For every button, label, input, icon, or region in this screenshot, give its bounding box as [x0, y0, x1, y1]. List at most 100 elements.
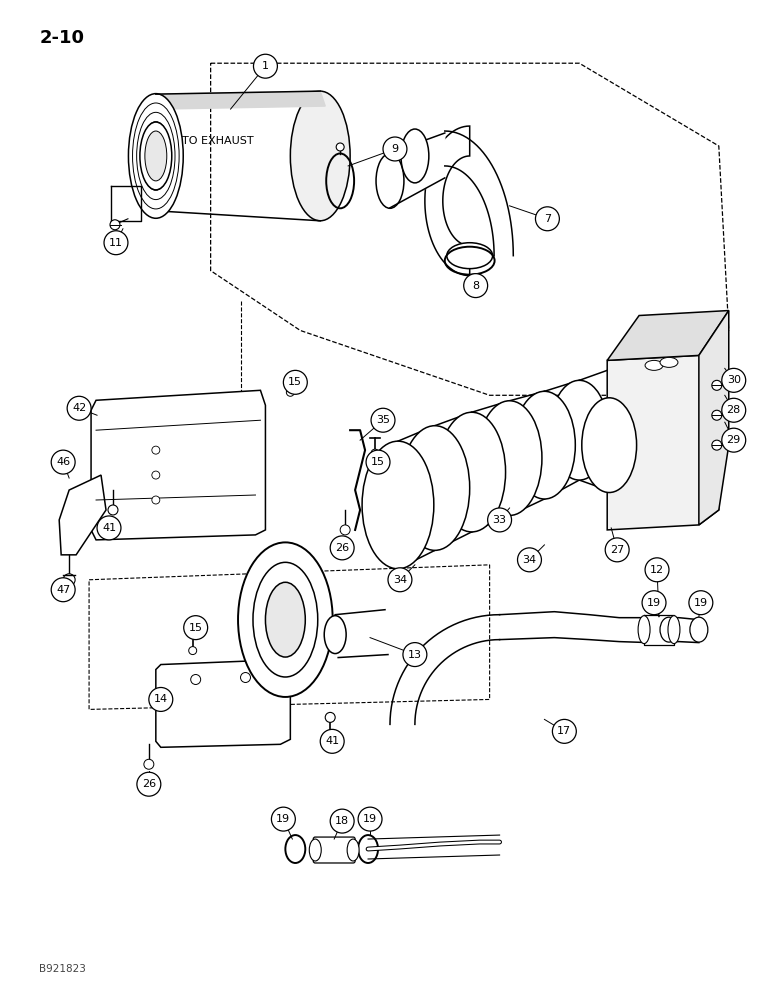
Circle shape	[645, 558, 669, 582]
Ellipse shape	[310, 839, 321, 861]
Text: 14: 14	[154, 694, 168, 704]
Text: 7: 7	[543, 214, 551, 224]
Circle shape	[605, 538, 629, 562]
Text: 15: 15	[188, 623, 203, 633]
Ellipse shape	[668, 616, 680, 644]
Circle shape	[286, 388, 294, 396]
Circle shape	[336, 143, 344, 151]
Circle shape	[712, 380, 722, 390]
Ellipse shape	[690, 617, 708, 642]
Text: 30: 30	[726, 375, 741, 385]
Circle shape	[97, 516, 121, 540]
Circle shape	[330, 809, 354, 833]
Circle shape	[149, 687, 173, 711]
Circle shape	[137, 772, 161, 796]
Circle shape	[188, 647, 197, 655]
Text: 18: 18	[335, 816, 349, 826]
Polygon shape	[156, 91, 325, 109]
Ellipse shape	[145, 131, 167, 181]
Circle shape	[51, 578, 75, 602]
Circle shape	[712, 440, 722, 450]
Text: 11: 11	[109, 238, 123, 248]
Text: 41: 41	[325, 736, 339, 746]
Circle shape	[63, 574, 75, 586]
Circle shape	[320, 729, 344, 753]
Text: 42: 42	[72, 403, 86, 413]
Ellipse shape	[477, 401, 542, 515]
Circle shape	[517, 548, 541, 572]
Ellipse shape	[645, 360, 663, 370]
Circle shape	[366, 450, 390, 474]
Circle shape	[104, 231, 128, 255]
Circle shape	[488, 508, 512, 532]
Circle shape	[722, 368, 746, 392]
Ellipse shape	[438, 412, 506, 532]
Polygon shape	[608, 355, 719, 530]
Polygon shape	[699, 311, 729, 525]
Circle shape	[722, 428, 746, 452]
Text: 9: 9	[391, 144, 398, 154]
Circle shape	[712, 410, 722, 420]
Ellipse shape	[266, 582, 305, 657]
Text: 19: 19	[647, 598, 661, 608]
Ellipse shape	[550, 380, 608, 480]
Circle shape	[144, 759, 154, 769]
Text: 15: 15	[371, 457, 385, 467]
Ellipse shape	[347, 839, 359, 861]
Ellipse shape	[376, 153, 404, 208]
Text: 19: 19	[363, 814, 377, 824]
Ellipse shape	[513, 391, 575, 499]
Text: 2-10: 2-10	[39, 29, 84, 47]
Circle shape	[253, 54, 277, 78]
Polygon shape	[91, 390, 266, 540]
Ellipse shape	[638, 616, 650, 644]
Ellipse shape	[290, 91, 350, 221]
Text: 15: 15	[288, 377, 303, 387]
Text: 34: 34	[523, 555, 537, 565]
Circle shape	[383, 137, 407, 161]
Text: 12: 12	[650, 565, 664, 575]
Circle shape	[152, 471, 160, 479]
Text: 19: 19	[276, 814, 290, 824]
Text: 8: 8	[472, 281, 479, 291]
Ellipse shape	[660, 617, 678, 642]
Circle shape	[403, 643, 427, 667]
Circle shape	[152, 496, 160, 504]
Circle shape	[340, 525, 350, 535]
Ellipse shape	[253, 562, 318, 677]
Ellipse shape	[447, 243, 493, 269]
Circle shape	[184, 616, 208, 640]
Ellipse shape	[128, 94, 183, 218]
Polygon shape	[390, 133, 445, 208]
Circle shape	[191, 675, 201, 684]
Polygon shape	[608, 311, 729, 360]
Circle shape	[371, 449, 379, 457]
Polygon shape	[425, 126, 469, 276]
Text: 33: 33	[493, 515, 506, 525]
Text: 29: 29	[726, 435, 741, 445]
Circle shape	[553, 719, 577, 743]
Circle shape	[689, 591, 713, 615]
Circle shape	[642, 591, 666, 615]
Text: 13: 13	[408, 650, 422, 660]
Circle shape	[536, 207, 560, 231]
Text: 41: 41	[102, 523, 116, 533]
Text: 46: 46	[56, 457, 70, 467]
Polygon shape	[644, 615, 674, 645]
Circle shape	[152, 446, 160, 454]
Text: 1: 1	[262, 61, 269, 71]
Ellipse shape	[362, 441, 434, 569]
Circle shape	[388, 568, 412, 592]
Polygon shape	[156, 660, 290, 747]
Polygon shape	[335, 610, 388, 660]
Ellipse shape	[324, 616, 346, 654]
Circle shape	[241, 673, 250, 682]
Circle shape	[283, 370, 307, 394]
Circle shape	[325, 712, 335, 722]
Text: 26: 26	[335, 543, 349, 553]
Circle shape	[722, 398, 746, 422]
Polygon shape	[59, 475, 106, 555]
Ellipse shape	[238, 542, 333, 697]
Circle shape	[67, 396, 91, 420]
FancyBboxPatch shape	[313, 837, 355, 863]
